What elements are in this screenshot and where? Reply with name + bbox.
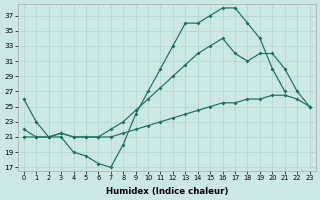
X-axis label: Humidex (Indice chaleur): Humidex (Indice chaleur): [106, 187, 228, 196]
